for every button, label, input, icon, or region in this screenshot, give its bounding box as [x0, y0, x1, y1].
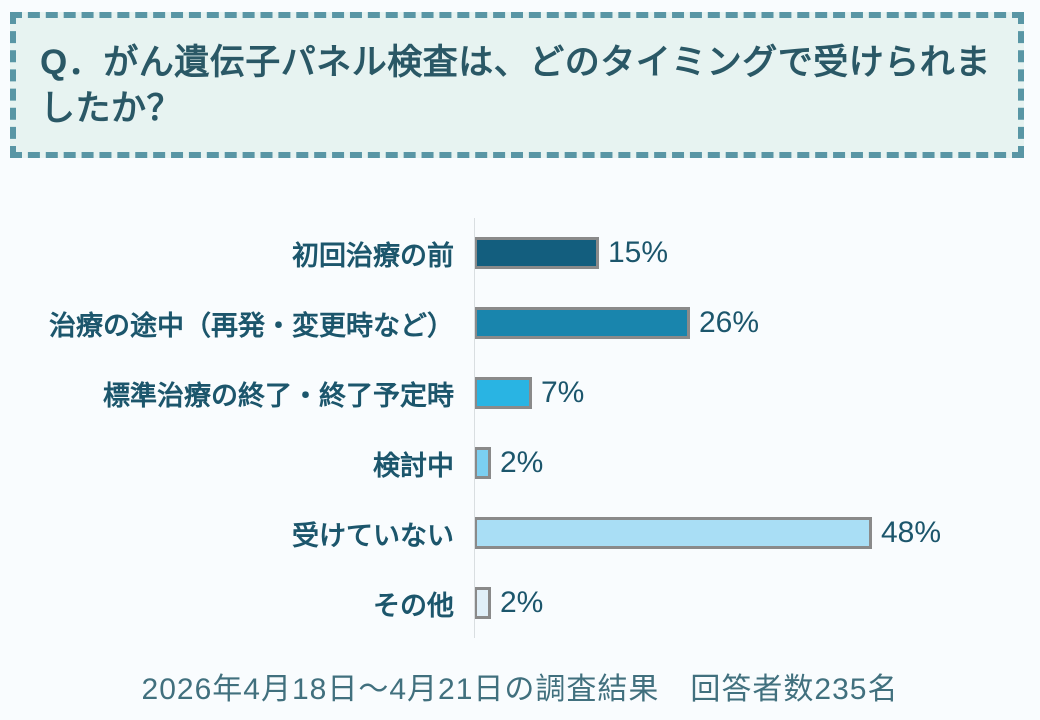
bar-area: 2%	[474, 446, 543, 480]
bar-row: その他 2%	[0, 568, 1040, 638]
question-title: Q．がん遺伝子パネル検査は、どのタイミングで受けられましたか？	[40, 42, 991, 128]
survey-caption: 2026年4月18日～4月21日の調査結果 回答者数235名	[141, 673, 899, 706]
bar-row: 治療の途中（再発・変更時など） 26%	[0, 288, 1040, 358]
category-label: 初回治療の前	[292, 240, 454, 271]
bar-row: 標準治療の終了・終了予定時 7%	[0, 358, 1040, 428]
bar	[474, 587, 491, 619]
bar-area: 48%	[474, 516, 941, 550]
bar	[474, 517, 872, 549]
bar-area: 2%	[474, 586, 543, 620]
bar-row: 受けていない 48%	[0, 498, 1040, 568]
bar	[474, 237, 599, 269]
value-label: 15%	[608, 236, 669, 269]
category-label: その他	[373, 590, 454, 621]
axis-line	[474, 218, 475, 638]
value-label: 7%	[541, 376, 585, 409]
category-label: 治療の途中（再発・変更時など）	[49, 310, 454, 341]
bar-row: 初回治療の前 15%	[0, 218, 1040, 288]
bar	[474, 307, 690, 339]
category-label: 標準治療の終了・終了予定時	[103, 380, 454, 411]
bar	[474, 447, 491, 479]
category-label: 検討中	[373, 450, 454, 481]
bar-chart: 初回治療の前 15% 治療の途中（再発・変更時など） 26% 標準治療の終了・終了予定時…	[0, 218, 1040, 638]
value-label: 26%	[699, 306, 760, 339]
value-label: 2%	[500, 586, 544, 619]
question-box: Q．がん遺伝子パネル検査は、どのタイミングで受けられましたか？	[10, 12, 1024, 158]
bar	[474, 377, 532, 409]
bar-row: 検討中 2%	[0, 428, 1040, 498]
category-label: 受けていない	[292, 520, 454, 551]
value-label: 2%	[500, 446, 544, 479]
bar-rows: 初回治療の前 15% 治療の途中（再発・変更時など） 26% 標準治療の終了・終了予定時…	[0, 218, 1040, 638]
bar-area: 7%	[474, 376, 584, 410]
value-label: 48%	[881, 516, 942, 549]
bar-area: 26%	[474, 306, 759, 340]
bar-area: 15%	[474, 236, 668, 270]
